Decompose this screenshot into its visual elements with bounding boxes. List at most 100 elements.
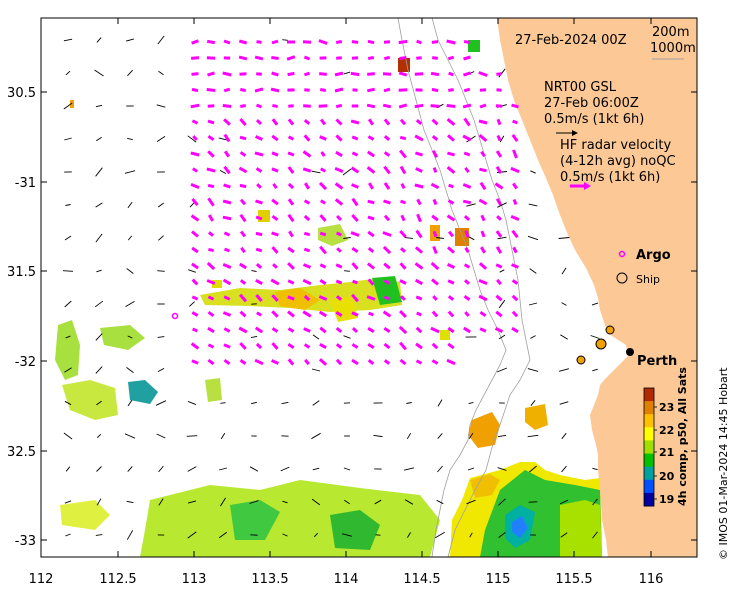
isobath-200m (431, 18, 531, 557)
gsl-arrow (187, 135, 197, 143)
hf-arrow (399, 229, 407, 239)
colorbar-segment (644, 427, 654, 441)
hf-arrow (414, 183, 424, 189)
hf-arrow (432, 198, 438, 206)
colorbar-tick-label: 19 (659, 493, 674, 506)
gsl-arrow (96, 269, 102, 273)
hf-arrow (479, 103, 487, 109)
gsl-arrow (64, 235, 72, 241)
hf-arrow (447, 134, 455, 142)
gsl-arrow (406, 432, 412, 440)
sst-patch-southeast-yellowgreen (560, 500, 602, 557)
gsl-arrow (127, 399, 133, 407)
hf-arrow (464, 166, 470, 174)
hf-arrow (254, 87, 264, 93)
hf-arrow (464, 247, 470, 253)
hf-arrow (431, 87, 439, 93)
gsl-arrow (94, 69, 104, 77)
gsl-arrow (127, 201, 133, 209)
hf-arrow (383, 118, 391, 126)
hf-label-line2: (4-12h avg) noQC (560, 154, 676, 169)
hf-arrow (239, 310, 247, 318)
hf-arrow (287, 151, 295, 157)
hf-arrow (206, 39, 216, 45)
gsl-arrow (404, 499, 414, 505)
hf-arrow (287, 327, 295, 333)
hf-arrow (463, 214, 471, 222)
hf-arrow (239, 87, 247, 93)
hf-arrow (495, 198, 503, 206)
gsl-arrow (282, 533, 288, 537)
hf-arrow (399, 341, 407, 351)
hf-arrow (462, 134, 472, 142)
gsl-arrow (311, 170, 321, 174)
hf-arrow (496, 134, 502, 142)
hf-arrow (430, 326, 440, 334)
gsl-arrow (218, 467, 228, 471)
gsl-arrow (157, 368, 165, 372)
hf-arrow (511, 229, 519, 239)
gsl-arrow (64, 400, 72, 406)
gsl-arrow (344, 270, 350, 272)
hf-arrow (223, 327, 231, 333)
hf-arrow (367, 215, 375, 221)
hf-arrow (336, 214, 342, 222)
isobaths (397, 18, 531, 557)
ship-legend-marker (616, 272, 628, 284)
hf-arrow (239, 213, 247, 223)
hf-label-line1: HF radar velocity (560, 138, 672, 153)
gsl-arrow (341, 533, 353, 537)
hf-arrow (495, 246, 503, 254)
island (605, 325, 615, 335)
gsl-arrow (437, 433, 443, 439)
hf-arrow (222, 104, 232, 108)
gsl-arrow (126, 268, 134, 274)
hf-arrow (303, 231, 311, 237)
hf-arrow (271, 214, 279, 222)
hf-arrow (366, 103, 376, 109)
hf-arrow (478, 71, 488, 77)
hf-arrow (479, 311, 487, 317)
hf-arrow (447, 326, 455, 334)
hf-arrow (254, 55, 264, 61)
gsl-arrow (127, 335, 133, 339)
hf-arrow (223, 39, 231, 45)
hf-arrow (351, 358, 359, 366)
gsl-arrow (560, 334, 568, 340)
hf-arrow (366, 262, 376, 270)
hf-arrow (239, 118, 247, 126)
gsl-arrow (561, 302, 567, 306)
hf-arrow (431, 135, 439, 141)
sst-colorbar: 23 22 21 20 19 (643, 387, 675, 507)
hf-arrow (382, 231, 392, 237)
hf-arrow (463, 40, 471, 44)
hf-arrow (367, 56, 375, 60)
hf-arrow (399, 310, 407, 318)
hf-arrow (240, 246, 246, 254)
gsl-arrow (280, 466, 290, 472)
x-tick-label: 114.5 (403, 572, 440, 587)
sst-patch-north-red (398, 58, 410, 72)
hf-arrow (431, 150, 439, 158)
hf-arrow (335, 326, 343, 334)
hf-arrow (207, 310, 215, 318)
hf-arrow (414, 151, 424, 157)
y-tick-label: -31 (15, 176, 36, 191)
hf-arrow (223, 87, 231, 93)
hf-arrow (383, 279, 391, 285)
hf-arrow (464, 311, 470, 317)
hf-arrow (350, 119, 360, 125)
y-tick-label: -33 (15, 534, 36, 549)
hf-arrow (446, 39, 456, 45)
gsl-arrow (65, 533, 71, 537)
gsl-arrow (158, 202, 164, 208)
gsl-arrow (63, 38, 73, 42)
hf-arrow (255, 199, 263, 205)
hf-arrow (319, 118, 327, 126)
hf-arrow (256, 72, 262, 76)
hf-arrow (191, 230, 199, 238)
hf-arrow (254, 151, 264, 157)
hf-arrow (287, 295, 295, 301)
hf-arrow (400, 295, 406, 301)
hf-arrow (511, 263, 519, 269)
